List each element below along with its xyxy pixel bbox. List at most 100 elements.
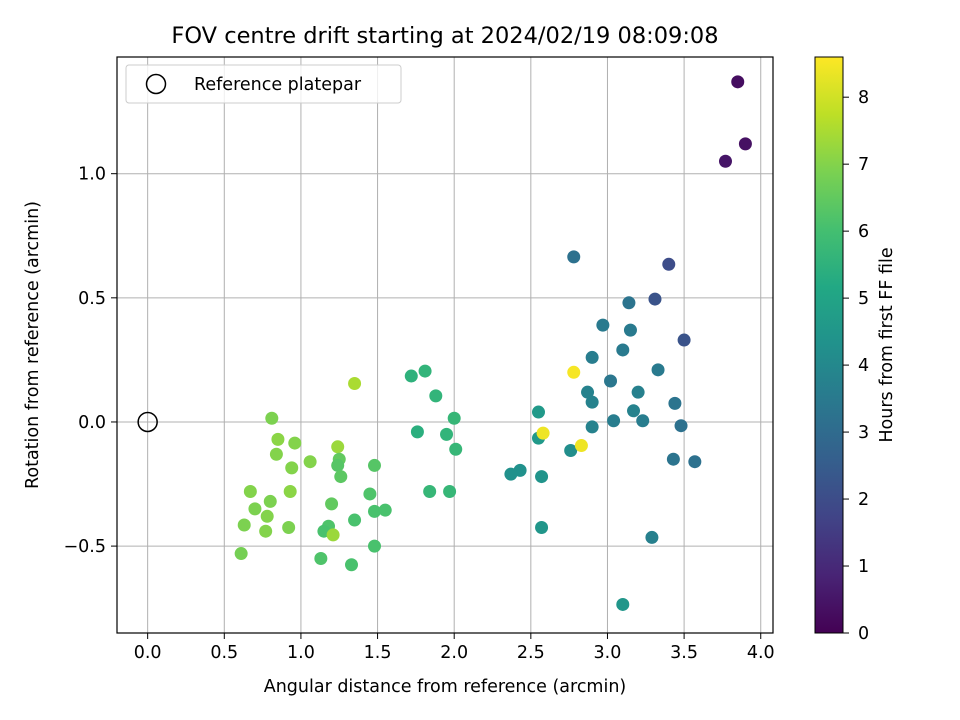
data-point	[623, 323, 637, 337]
data-point	[666, 452, 680, 466]
scatter-points	[234, 75, 752, 611]
data-point	[248, 502, 262, 516]
data-point	[443, 484, 457, 498]
data-point	[531, 405, 545, 419]
x-tick-label: 0.5	[210, 643, 238, 663]
data-point	[282, 520, 296, 534]
data-point	[325, 497, 339, 511]
data-point	[668, 396, 682, 410]
colorbar-tick-label: 0	[858, 624, 869, 644]
data-point	[688, 455, 702, 469]
data-point	[423, 484, 437, 498]
legend-box	[125, 64, 402, 104]
x-tick-label: 0.0	[134, 643, 162, 663]
data-point	[345, 558, 359, 572]
data-point	[348, 513, 362, 527]
data-point	[585, 420, 599, 434]
data-point	[367, 458, 381, 472]
data-point	[731, 75, 745, 89]
colorbar: 0 1 2 3 4 5 6 7 8 Hours from first FF file	[814, 56, 897, 644]
colorbar-tick-label: 4	[858, 356, 869, 376]
x-tick-label: 4.0	[747, 643, 775, 663]
data-point	[331, 458, 345, 472]
y-ticks: −0.5 0.0 0.5 1.0	[64, 165, 117, 557]
data-point	[314, 552, 328, 566]
data-point	[567, 365, 581, 379]
data-point	[604, 374, 618, 388]
data-point	[585, 350, 599, 364]
data-point	[449, 442, 463, 456]
colorbar-label: Hours from first FF file	[877, 247, 897, 442]
y-tick-label: 1.0	[78, 165, 106, 185]
data-point	[636, 414, 650, 428]
colorbar-tick-label: 8	[858, 88, 869, 108]
data-point	[283, 484, 297, 498]
data-point	[645, 530, 659, 544]
data-point	[348, 376, 362, 390]
x-tick-label: 1.5	[364, 643, 392, 663]
legend: Reference platepar	[125, 64, 402, 104]
data-point	[447, 411, 461, 425]
data-point	[404, 369, 418, 383]
data-point	[367, 504, 381, 518]
x-axis-label: Angular distance from reference (arcmin)	[264, 677, 627, 697]
x-tick-label: 3.0	[594, 643, 622, 663]
data-point	[265, 411, 279, 425]
data-point	[234, 547, 248, 561]
colorbar-tick-label: 7	[858, 155, 869, 175]
data-point	[237, 518, 251, 532]
colorbar-gradient	[814, 56, 844, 634]
data-point	[627, 404, 641, 418]
x-tick-label: 2.5	[517, 643, 545, 663]
data-point	[367, 539, 381, 553]
data-point	[567, 250, 581, 264]
data-point	[651, 363, 665, 377]
colorbar-tick-label: 1	[858, 557, 869, 577]
data-point	[326, 528, 340, 542]
x-tick-label: 2.0	[440, 643, 468, 663]
data-point	[674, 419, 688, 433]
data-point	[535, 520, 549, 534]
colorbar-tick-label: 3	[858, 423, 869, 443]
legend-entry-reference: Reference platepar	[194, 75, 362, 95]
chart-title: FOV centre drift starting at 2024/02/19 …	[171, 23, 718, 49]
data-point	[616, 343, 630, 357]
data-point	[564, 444, 578, 458]
x-tick-label: 3.5	[670, 643, 698, 663]
x-tick-label: 1.0	[287, 643, 315, 663]
grid-lines	[117, 57, 773, 633]
data-point	[269, 447, 283, 461]
reference-marker-group	[137, 411, 158, 433]
data-point	[648, 292, 662, 306]
data-point	[378, 503, 392, 517]
data-point	[738, 137, 752, 151]
colorbar-tick-label: 2	[858, 490, 869, 510]
data-point	[677, 333, 691, 347]
legend-reference-marker	[145, 73, 167, 95]
data-point	[585, 395, 599, 409]
data-point	[334, 470, 348, 484]
data-point	[536, 426, 550, 440]
plot-frame	[116, 56, 774, 634]
colorbar-ticks: 0 1 2 3 4 5 6 7 8	[843, 88, 869, 644]
data-point	[288, 436, 302, 450]
data-point	[418, 364, 432, 378]
data-point	[243, 484, 257, 498]
y-tick-label: 0.5	[78, 289, 106, 309]
data-point	[410, 425, 424, 439]
data-point	[331, 440, 345, 454]
colorbar-tick-label: 5	[858, 289, 869, 309]
data-point	[535, 470, 549, 484]
data-point	[260, 509, 274, 523]
data-point	[303, 455, 317, 469]
y-axis-label: Rotation from reference (arcmin)	[23, 201, 43, 489]
colorbar-tick-label: 6	[858, 222, 869, 242]
data-point	[631, 385, 645, 399]
data-point	[271, 432, 285, 446]
data-point	[429, 389, 443, 403]
data-point	[581, 385, 595, 399]
data-point	[718, 154, 732, 168]
y-tick-label: −0.5	[64, 537, 107, 557]
data-point	[259, 524, 273, 538]
